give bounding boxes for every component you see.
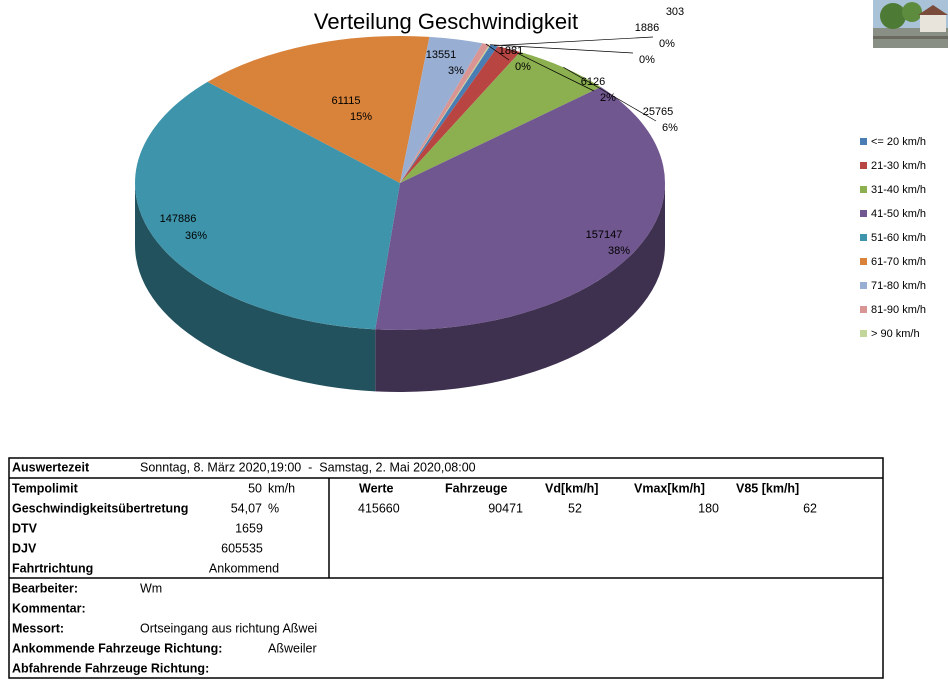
legend-label: > 90 km/h [871, 328, 920, 340]
legend-swatch [860, 330, 867, 337]
legend-swatch [860, 282, 867, 289]
stats-value: 90471 [488, 501, 523, 515]
legend-swatch [860, 306, 867, 313]
pie-side [375, 183, 665, 393]
note-value: Aßweiler [268, 641, 317, 655]
note-value: Wm [140, 581, 162, 595]
legend-label: 71-80 km/h [871, 280, 926, 292]
note-label: Bearbeiter: [12, 581, 78, 595]
pie-slice [207, 35, 430, 183]
legend-swatch [860, 234, 867, 241]
percent-label: 6% [662, 122, 678, 134]
legend-swatch [860, 210, 867, 217]
pie-slice [400, 44, 491, 184]
data-label: 25765 [643, 106, 674, 118]
data-label: 157147 [586, 229, 623, 241]
legend-label: <= 20 km/h [871, 136, 926, 148]
stats-header: Fahrzeuge [445, 481, 508, 495]
stats-header: V85 [km/h] [736, 481, 799, 495]
percent-label: 3% [448, 65, 464, 77]
photo [873, 0, 948, 48]
legend-label: 41-50 km/h [871, 208, 926, 220]
percent-label: 0% [659, 38, 675, 50]
pie-side [135, 183, 376, 392]
data-label: 303 [666, 6, 684, 18]
legend-label: 31-40 km/h [871, 184, 926, 196]
stats-header: Vd[km/h] [545, 481, 598, 495]
period-label: Auswertezeit [12, 460, 90, 474]
legend-label: 81-90 km/h [871, 304, 926, 316]
leader-line [563, 67, 657, 122]
pie-slice [400, 46, 521, 183]
pie [135, 35, 665, 393]
field-label: DTV [12, 521, 38, 535]
percent-label: 36% [185, 230, 207, 242]
field-unit: km/h [268, 481, 295, 495]
note-label: Ankommende Fahrzeuge Richtung: [12, 641, 222, 655]
field-value: 1659 [235, 521, 263, 535]
note-label: Abfahrende Fahrzeuge Richtung: [12, 661, 209, 675]
field-value: 54,07 [231, 501, 262, 515]
percent-label: 15% [350, 111, 372, 123]
data-label: 1881 [499, 45, 523, 57]
legend-swatch [860, 138, 867, 145]
pie-slice [375, 87, 665, 331]
stats-value: 52 [568, 501, 582, 515]
pie-slice [400, 36, 483, 183]
leader-line [485, 43, 510, 61]
legend-swatch [860, 258, 867, 265]
legend-swatch [860, 162, 867, 169]
pie-slice [400, 44, 498, 183]
leader-line [494, 36, 654, 46]
note-label: Kommentar: [12, 601, 86, 615]
field-label: Fahrtrichtung [12, 561, 93, 575]
chart-title: Verteilung Geschwindigkeit [314, 9, 578, 34]
note-label: Messort: [12, 621, 64, 635]
leader-line [490, 44, 634, 54]
data-label: 13551 [426, 49, 457, 61]
percent-label: 0% [515, 61, 531, 73]
percent-label: 2% [600, 92, 616, 104]
data-label: 6126 [581, 76, 605, 88]
pie-slice [400, 43, 490, 183]
stats-value: 415660 [358, 501, 400, 515]
legend-label: 21-30 km/h [871, 160, 926, 172]
legend-swatch [860, 186, 867, 193]
field-unit: % [268, 501, 279, 515]
stats-value: 180 [698, 501, 719, 515]
stats-header: Vmax[km/h] [634, 481, 705, 495]
leader-line [508, 48, 595, 92]
note-value: Ortseingang aus richtung Aßwei [140, 621, 317, 635]
field-value: 605535 [221, 541, 263, 555]
pie-slice [400, 51, 601, 183]
data-label: 61115 [332, 95, 361, 107]
legend-label: 51-60 km/h [871, 232, 926, 244]
data-label: 147886 [160, 213, 197, 225]
stats-header: Werte [359, 481, 394, 495]
field-value: 50 [248, 481, 262, 495]
period-value: Sonntag, 8. März 2020,19:00 - Samstag, 2… [140, 460, 476, 474]
data-label: 1886 [635, 22, 659, 34]
field-label: Tempolimit [12, 481, 79, 495]
field-value: Ankommend [209, 561, 279, 575]
legend-label: 61-70 km/h [871, 256, 926, 268]
field-label: DJV [12, 541, 37, 555]
table-frame [8, 457, 884, 679]
stats-value: 62 [803, 501, 817, 515]
percent-label: 38% [608, 245, 630, 257]
percent-label: 0% [639, 54, 655, 66]
pie-slice [135, 81, 400, 330]
field-label: Geschwindigkeitsübertretung [12, 501, 188, 515]
